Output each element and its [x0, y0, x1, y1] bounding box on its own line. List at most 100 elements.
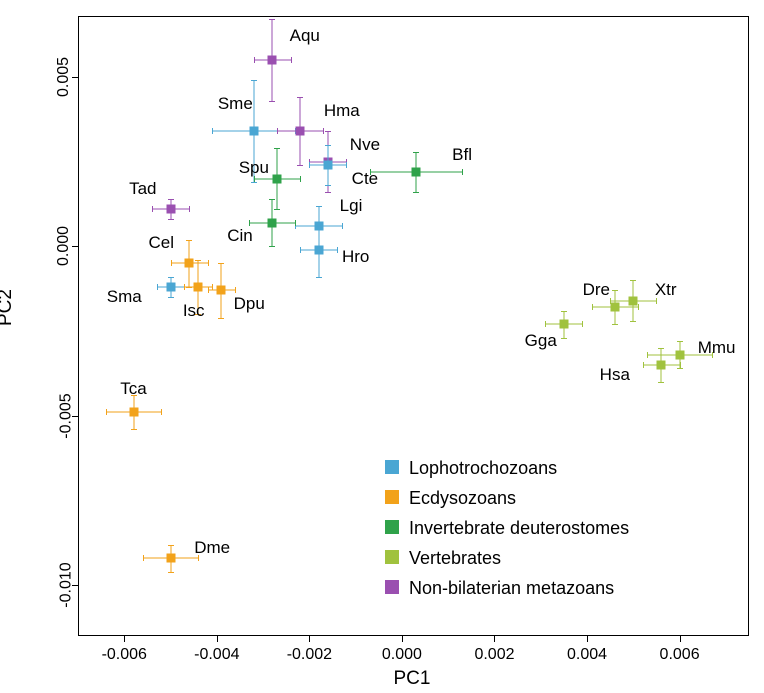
x-tick-mark	[402, 636, 403, 642]
error-cap-y	[168, 297, 174, 298]
error-cap-y	[325, 185, 331, 186]
pca-scatter-chart: PC1 PC2 -0.006-0.004-0.0020.0000.0020.00…	[0, 0, 764, 693]
data-point-label: Hro	[342, 247, 369, 267]
error-cap-y	[218, 318, 224, 319]
error-cap-x	[610, 298, 611, 304]
x-tick-label: 0.004	[567, 646, 607, 664]
data-point	[166, 283, 175, 292]
data-point	[610, 303, 619, 312]
x-tick-mark	[680, 636, 681, 642]
error-cap-x	[291, 57, 292, 63]
error-cap-x	[249, 220, 250, 226]
data-point	[129, 408, 138, 417]
legend-label: Ecdysozoans	[409, 488, 516, 509]
legend-swatch	[385, 550, 399, 564]
error-cap-x	[309, 162, 310, 168]
error-cap-x	[462, 169, 463, 175]
error-cap-y	[269, 101, 275, 102]
data-point	[272, 174, 281, 183]
x-tick-mark	[494, 636, 495, 642]
x-tick-mark	[309, 636, 310, 642]
x-tick-label: 0.002	[474, 646, 514, 664]
data-point-label: Dpu	[234, 294, 265, 314]
legend-label: Lophotrochozoans	[409, 458, 557, 479]
error-cap-y	[325, 131, 331, 132]
error-cap-x	[254, 57, 255, 63]
error-cap-y	[168, 199, 174, 200]
x-tick-label: -0.006	[102, 646, 147, 664]
error-cap-y	[630, 321, 636, 322]
x-tick-mark	[587, 636, 588, 642]
x-tick-mark	[217, 636, 218, 642]
y-tick-label: 0.005	[55, 57, 73, 97]
error-cap-y	[325, 192, 331, 193]
x-tick-label: -0.002	[287, 646, 332, 664]
data-point	[194, 283, 203, 292]
error-cap-y	[413, 152, 419, 153]
x-tick-mark	[124, 636, 125, 642]
error-cap-x	[189, 206, 190, 212]
error-cap-y	[316, 277, 322, 278]
error-cap-y	[218, 263, 224, 264]
legend-label: Non-bilaterian metazoans	[409, 578, 614, 599]
error-cap-x	[592, 304, 593, 310]
data-point-label: Hma	[324, 101, 360, 121]
data-point-label: Sme	[218, 94, 253, 114]
error-cap-x	[337, 247, 338, 253]
x-tick-label: -0.004	[194, 646, 239, 664]
error-cap-x	[157, 284, 158, 290]
error-cap-x	[545, 321, 546, 327]
data-point-label: Nve	[350, 135, 380, 155]
error-cap-y	[316, 223, 322, 224]
data-point-label: Cel	[149, 233, 175, 253]
error-cap-x	[235, 287, 236, 293]
legend-swatch	[385, 460, 399, 474]
data-point	[323, 161, 332, 170]
error-cap-y	[168, 572, 174, 573]
data-point	[166, 205, 175, 214]
error-cap-x	[638, 304, 639, 310]
error-cap-x	[342, 223, 343, 229]
error-cap-y	[269, 246, 275, 247]
error-cap-x	[277, 128, 278, 134]
error-cap-x	[143, 555, 144, 561]
error-cap-y	[195, 260, 201, 261]
error-cap-y	[561, 338, 567, 339]
data-point	[559, 320, 568, 329]
data-point-label: Xtr	[655, 280, 677, 300]
error-cap-x	[152, 206, 153, 212]
data-point	[629, 296, 638, 305]
x-axis-label: PC1	[394, 668, 431, 690]
data-point-label: Sma	[107, 287, 142, 307]
error-cap-y	[186, 240, 192, 241]
data-point-label: Mmu	[698, 338, 736, 358]
error-cap-y	[658, 382, 664, 383]
data-point-label: Bfl	[452, 145, 472, 165]
error-cap-y	[168, 219, 174, 220]
plot-area	[78, 16, 749, 636]
error-cap-y	[677, 368, 683, 369]
data-point-label: Tad	[129, 179, 156, 199]
error-cap-x	[212, 128, 213, 134]
x-tick-label: 0.000	[382, 646, 422, 664]
data-point-label: Spu	[239, 158, 269, 178]
error-cap-x	[171, 260, 172, 266]
error-cap-x	[643, 362, 644, 368]
error-cap-y	[274, 148, 280, 149]
error-cap-x	[647, 352, 648, 358]
error-cap-y	[658, 348, 664, 349]
data-point	[166, 554, 175, 563]
error-cap-y	[131, 429, 137, 430]
error-cap-y	[561, 311, 567, 312]
error-cap-y	[297, 97, 303, 98]
data-point	[657, 360, 666, 369]
error-cap-x	[208, 260, 209, 266]
legend-label: Vertebrates	[409, 548, 501, 569]
data-point	[268, 218, 277, 227]
error-cap-x	[106, 409, 107, 415]
x-tick-label: 0.006	[660, 646, 700, 664]
error-cap-y	[168, 545, 174, 546]
data-point	[217, 286, 226, 295]
error-cap-x	[582, 321, 583, 327]
error-cap-y	[413, 192, 419, 193]
